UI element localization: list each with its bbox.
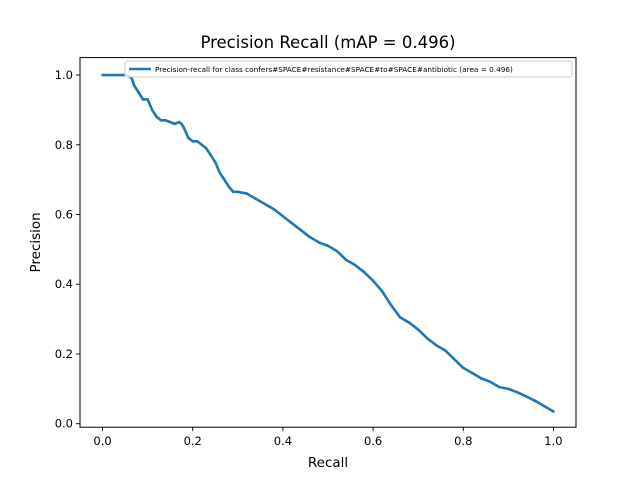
x-tick-label: 0.8 [454,434,472,448]
data-point [425,336,429,340]
data-point [317,241,321,244]
data-point [362,270,366,274]
data-point [254,197,258,201]
data-point [150,108,154,112]
data-point [213,160,217,164]
data-point [434,343,438,347]
y-tick-label: 0.4 [55,277,73,291]
data-point [398,316,402,319]
data-point [209,153,213,157]
data-point [498,385,501,389]
data-point [204,146,208,150]
data-point [236,190,240,194]
y-axis-label: Precision [28,212,44,272]
y-tick-label: 0.6 [55,208,73,222]
data-point [195,139,199,143]
x-tick-label: 0.4 [274,434,292,448]
x-tick-label: 0.2 [184,434,202,448]
data-point [371,279,375,283]
data-point [552,410,555,413]
data-point [146,98,149,101]
data-point [177,120,181,124]
y-axis-ticks: 0.0 0.2 0.4 0.6 0.8 1.0 [55,68,80,431]
data-point [168,120,172,124]
data-point [180,122,183,126]
data-point [182,126,186,129]
data-point [534,399,537,403]
data-point [290,221,294,225]
x-axis-label: Recall [308,455,348,471]
plot-frame [79,57,577,428]
x-axis-ticks: 0.0 0.2 0.4 0.6 0.8 1.0 [93,427,563,448]
data-point [191,139,195,143]
data-point [227,185,231,188]
data-point [232,190,235,194]
data-point [470,371,474,375]
chart-title: Precision Recall (mAP = 0.496) [200,33,455,52]
data-point [132,84,136,87]
data-point [155,115,158,119]
data-point [281,214,285,218]
data-point [353,263,357,267]
data-point [407,321,411,324]
y-tick-label: 1.0 [55,68,73,82]
data-point [380,289,384,293]
data-point [263,202,267,206]
data-point [272,207,276,211]
data-point [389,303,393,307]
data-point [245,192,249,195]
legend: Precision-recall for class confers#SPACE… [124,60,573,78]
data-point [308,235,312,239]
data-point [139,94,143,98]
data-point [135,87,138,91]
data-point [335,249,339,253]
data-point [416,328,420,331]
y-tick-label: 0.8 [55,138,73,152]
series-points [101,73,555,413]
y-tick-label: 0.2 [55,347,73,361]
data-point [101,73,104,77]
data-point [299,228,303,232]
data-point [222,178,226,181]
data-point [186,136,190,140]
data-point [507,387,510,391]
data-point [173,122,176,126]
data-point [489,380,492,384]
x-tick-label: 0.6 [364,434,382,448]
legend-label: Precision-recall for class confers#SPACE… [155,65,513,74]
data-point [164,119,167,122]
y-tick-label: 0.0 [55,417,73,431]
data-point [480,377,483,380]
data-point [344,258,348,262]
data-point [326,244,330,248]
data-point [141,98,145,101]
data-point [159,119,163,122]
data-point [543,404,546,408]
data-point [130,77,134,80]
x-tick-label: 1.0 [544,434,562,448]
data-point [218,171,222,174]
data-point [525,395,528,398]
data-point [516,391,519,394]
data-point [137,91,140,94]
data-point [200,143,204,147]
data-point [461,366,465,370]
data-point [443,349,447,352]
data-point [452,357,456,361]
legend-box [124,60,573,78]
x-tick-label: 0.0 [93,434,111,448]
